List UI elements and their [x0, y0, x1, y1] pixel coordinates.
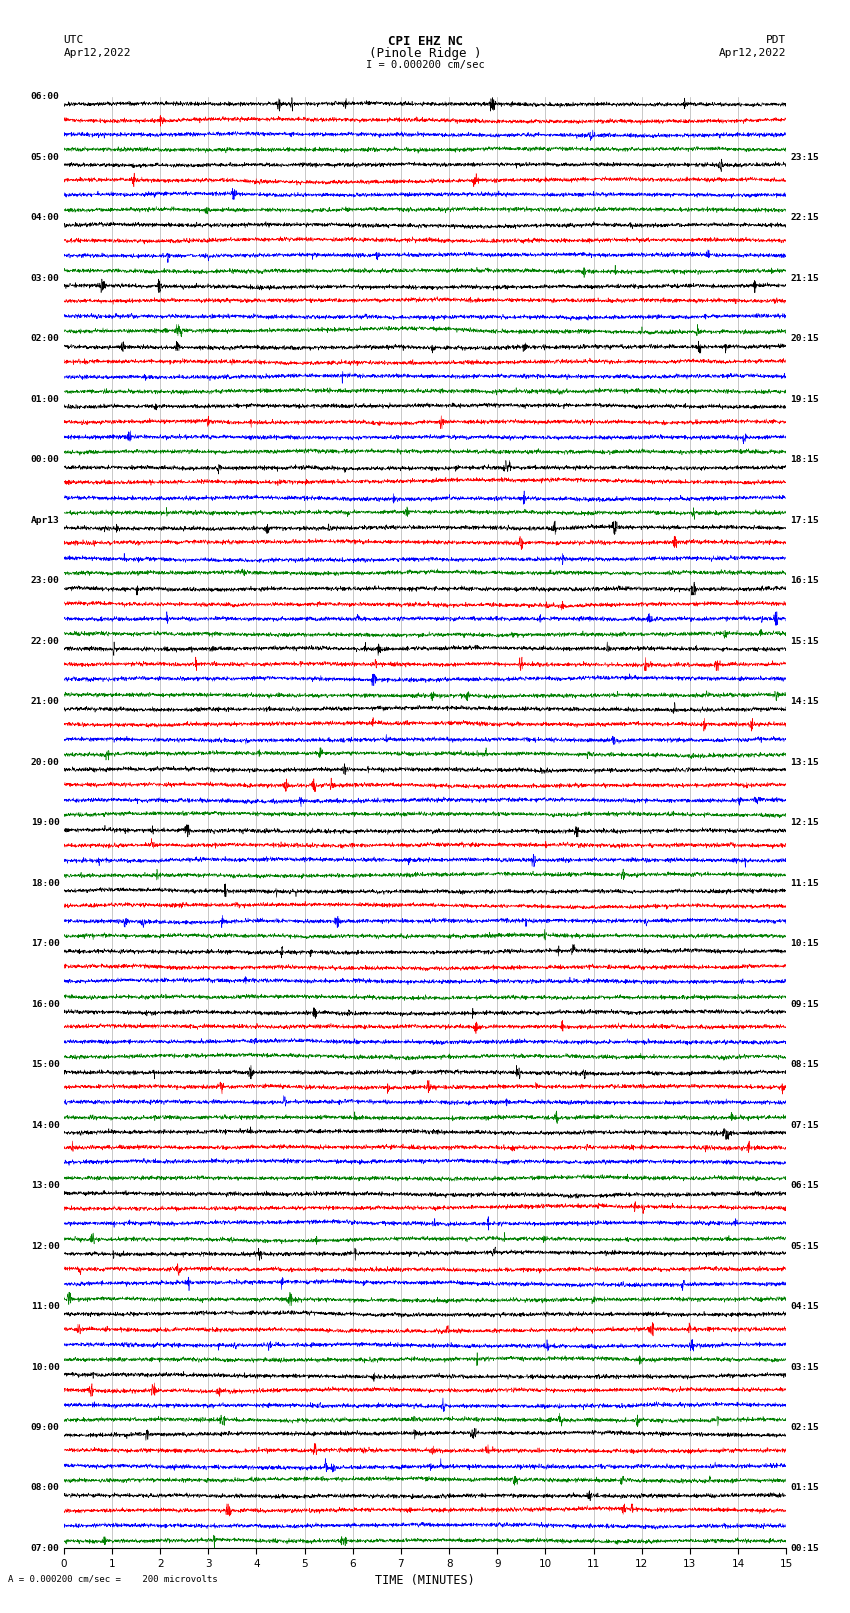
Text: 01:15: 01:15 [790, 1484, 819, 1492]
Text: 07:00: 07:00 [31, 1544, 60, 1553]
Text: 11:00: 11:00 [31, 1302, 60, 1311]
Text: 06:00: 06:00 [31, 92, 60, 102]
Text: 19:15: 19:15 [790, 395, 819, 403]
Text: 17:00: 17:00 [31, 939, 60, 948]
Text: 05:15: 05:15 [790, 1242, 819, 1250]
Text: (Pinole Ridge ): (Pinole Ridge ) [369, 47, 481, 60]
Text: 10:00: 10:00 [31, 1363, 60, 1371]
Text: 15:15: 15:15 [790, 637, 819, 645]
Text: 07:15: 07:15 [790, 1121, 819, 1129]
Text: A = 0.000200 cm/sec =    200 microvolts: A = 0.000200 cm/sec = 200 microvolts [8, 1574, 218, 1584]
Text: CPI EHZ NC: CPI EHZ NC [388, 35, 462, 48]
Text: 04:00: 04:00 [31, 213, 60, 223]
Text: 08:00: 08:00 [31, 1484, 60, 1492]
Text: 11:15: 11:15 [790, 879, 819, 887]
Text: 01:00: 01:00 [31, 395, 60, 403]
Text: 00:00: 00:00 [31, 455, 60, 465]
Text: 18:00: 18:00 [31, 879, 60, 887]
Text: 04:15: 04:15 [790, 1302, 819, 1311]
Text: 12:15: 12:15 [790, 818, 819, 827]
Text: 20:00: 20:00 [31, 758, 60, 766]
Text: 22:00: 22:00 [31, 637, 60, 645]
Text: 19:00: 19:00 [31, 818, 60, 827]
Text: 05:00: 05:00 [31, 153, 60, 161]
Text: 20:15: 20:15 [790, 334, 819, 344]
Text: 12:00: 12:00 [31, 1242, 60, 1250]
Text: 13:15: 13:15 [790, 758, 819, 766]
Text: Apr13: Apr13 [31, 516, 60, 524]
Text: 13:00: 13:00 [31, 1181, 60, 1190]
Text: 14:15: 14:15 [790, 697, 819, 706]
Text: 23:00: 23:00 [31, 576, 60, 586]
Text: PDT: PDT [766, 35, 786, 45]
Text: 21:15: 21:15 [790, 274, 819, 282]
Text: I = 0.000200 cm/sec: I = 0.000200 cm/sec [366, 60, 484, 69]
Text: 21:00: 21:00 [31, 697, 60, 706]
X-axis label: TIME (MINUTES): TIME (MINUTES) [375, 1574, 475, 1587]
Text: 18:15: 18:15 [790, 455, 819, 465]
Text: 03:15: 03:15 [790, 1363, 819, 1371]
Text: 03:00: 03:00 [31, 274, 60, 282]
Text: 00:15: 00:15 [790, 1544, 819, 1553]
Text: Apr12,2022: Apr12,2022 [719, 48, 786, 58]
Text: 15:00: 15:00 [31, 1060, 60, 1069]
Text: 08:15: 08:15 [790, 1060, 819, 1069]
Text: 22:15: 22:15 [790, 213, 819, 223]
Text: 14:00: 14:00 [31, 1121, 60, 1129]
Text: 02:00: 02:00 [31, 334, 60, 344]
Text: 02:15: 02:15 [790, 1423, 819, 1432]
Text: 17:15: 17:15 [790, 516, 819, 524]
Text: 09:15: 09:15 [790, 1000, 819, 1008]
Text: 16:00: 16:00 [31, 1000, 60, 1008]
Text: 06:15: 06:15 [790, 1181, 819, 1190]
Text: Apr12,2022: Apr12,2022 [64, 48, 131, 58]
Text: 23:15: 23:15 [790, 153, 819, 161]
Text: UTC: UTC [64, 35, 84, 45]
Text: 10:15: 10:15 [790, 939, 819, 948]
Text: 16:15: 16:15 [790, 576, 819, 586]
Text: 09:00: 09:00 [31, 1423, 60, 1432]
